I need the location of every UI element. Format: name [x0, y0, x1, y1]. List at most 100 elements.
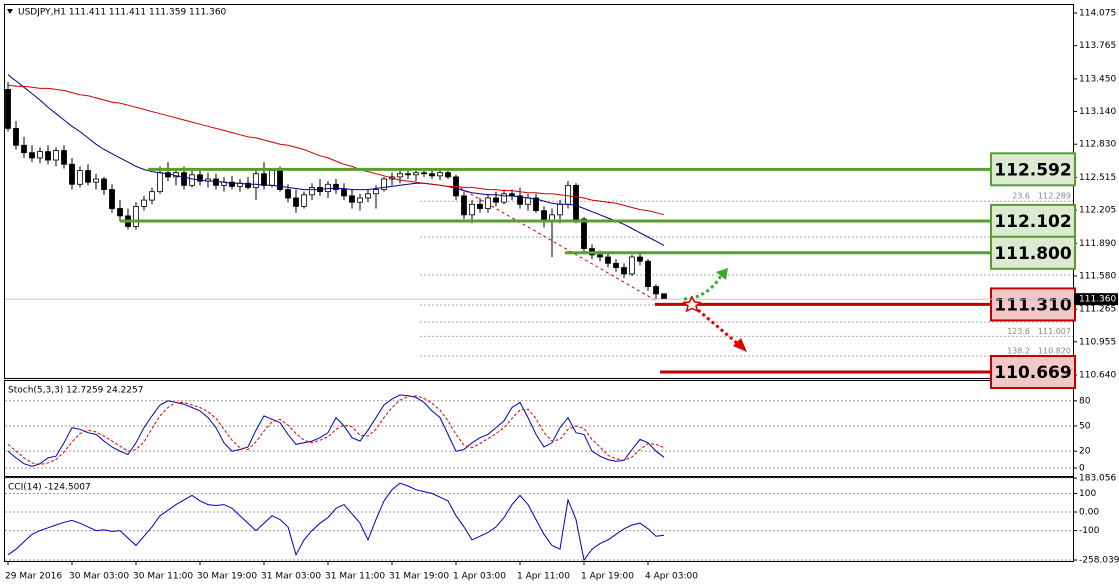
candle-body: [37, 151, 43, 159]
candle-body: [341, 189, 347, 197]
main-frame: [4, 4, 1074, 379]
candle-body: [285, 189, 291, 199]
candle-body: [533, 197, 539, 212]
candle-body: [245, 182, 251, 188]
y-tick-label: 111.265: [1079, 305, 1116, 315]
x-tick-label: 30 Mar 11:00: [133, 572, 193, 582]
candle-body: [349, 195, 355, 203]
x-tick-label: 1 Apr 11:00: [517, 572, 570, 582]
main-title: USDJPY,H1 111.411 111.411 111.359 111.36…: [18, 8, 227, 18]
candle-body: [69, 163, 75, 185]
candle-body: [333, 183, 339, 190]
y-tick-label: 113.140: [1079, 107, 1116, 117]
y-tick-label: 110.640: [1079, 371, 1116, 381]
y-tick-label: 20: [1079, 447, 1091, 457]
x-tick-label: 1 Apr 03:00: [453, 572, 506, 582]
candle-body: [477, 203, 483, 209]
annotation-arrows: [682, 268, 747, 352]
level-box-fill: [992, 289, 1074, 320]
candle-body: [197, 174, 203, 182]
x-tick-label: 31 Mar 11:00: [325, 572, 385, 582]
indicator-line: [7, 394, 665, 467]
candle-body: [117, 208, 123, 217]
down-arrow: [697, 308, 739, 346]
candle-body: [421, 172, 427, 175]
candle-body: [29, 152, 35, 159]
fib-price: 112.289: [1038, 192, 1071, 201]
level-box: [990, 287, 1076, 322]
candle-body: [613, 262, 619, 268]
candle-body: [565, 184, 571, 205]
plot-layer: 114.075 113.765 113.450 113.140 112.830 112.5…: [5, 9, 1119, 582]
candle-body: [437, 172, 443, 177]
up-arrowhead: [716, 268, 728, 280]
y-tick-label: 80: [1079, 396, 1091, 406]
candle-body: [597, 254, 603, 258]
candle-body: [109, 189, 115, 209]
level-label: 112.592: [994, 160, 1071, 180]
up-arrow: [683, 273, 724, 301]
y-tick-label: 0.00: [1079, 508, 1099, 518]
candle-body: [5, 89, 11, 129]
candle-body: [493, 197, 499, 203]
y-tick-label: 112.515: [1079, 173, 1116, 183]
fib-ratio: 23.6: [1012, 192, 1030, 201]
fib-ratio: 123.6: [1007, 327, 1030, 336]
candle-body: [461, 195, 467, 216]
indicator-line: [7, 84, 665, 216]
last-price-label: 111.360: [1079, 295, 1116, 305]
fib-ratio: 138.2: [1007, 347, 1030, 356]
level-box-fill: [992, 356, 1074, 387]
candle-body: [429, 173, 435, 177]
candle-body: [373, 189, 379, 195]
candle-body: [85, 170, 91, 183]
level-label: 110.669: [994, 363, 1071, 383]
level-label: 111.310: [994, 295, 1072, 315]
candle-body: [213, 178, 219, 186]
indicator-line: [7, 482, 665, 562]
candle-body: [133, 206, 139, 227]
candle-body: [645, 260, 651, 287]
y-tick-label: 112.830: [1079, 140, 1116, 150]
candle-body: [141, 199, 147, 207]
candle-body: [189, 174, 195, 186]
candle-body: [45, 151, 51, 161]
candle-body: [13, 128, 19, 146]
candle-body: [605, 256, 611, 264]
candle-body: [557, 203, 563, 216]
candle-body: [229, 181, 235, 187]
candle-body: [397, 173, 403, 178]
x-tick-label: 1 Apr 19:00: [581, 572, 634, 582]
candle-body: [517, 195, 523, 205]
down-arrowhead: [733, 338, 747, 352]
y-tick-label: 111.580: [1079, 271, 1116, 281]
y-tick-label: 183.056: [1079, 474, 1116, 484]
x-tick-label: 30 Mar 19:00: [197, 572, 257, 582]
candle-body: [485, 197, 491, 209]
candle-body: [269, 170, 275, 186]
y-tick-label: 113.450: [1079, 74, 1116, 84]
candle-body: [101, 178, 107, 190]
level-label: 112.102: [994, 212, 1071, 232]
cci-title: CCI(14) -124.5007: [8, 483, 91, 493]
candle-body: [181, 172, 187, 186]
candle-body: [21, 144, 27, 154]
candle-body: [581, 218, 587, 249]
x-tick-label: 29 Mar 2016: [5, 572, 62, 582]
candle-body: [253, 173, 259, 188]
x-tick-label: 30 Mar 03:00: [69, 572, 129, 582]
level-box: [990, 152, 1076, 187]
level-box: [990, 235, 1076, 270]
y-tick-label: 111.890: [1079, 239, 1116, 249]
y-tick-label: -258.0397: [1079, 556, 1119, 566]
level-box-fill: [992, 237, 1074, 268]
candle-body: [61, 150, 67, 165]
candle-body: [93, 178, 99, 183]
candle-body: [405, 173, 411, 176]
candle-body: [413, 172, 419, 176]
last-price-tag: [1074, 293, 1118, 306]
y-tick-label: 110.955: [1079, 337, 1116, 347]
y-tick-label: 114.075: [1079, 9, 1116, 19]
level-label: 111.800: [994, 244, 1072, 264]
indicator-line: [7, 395, 665, 466]
